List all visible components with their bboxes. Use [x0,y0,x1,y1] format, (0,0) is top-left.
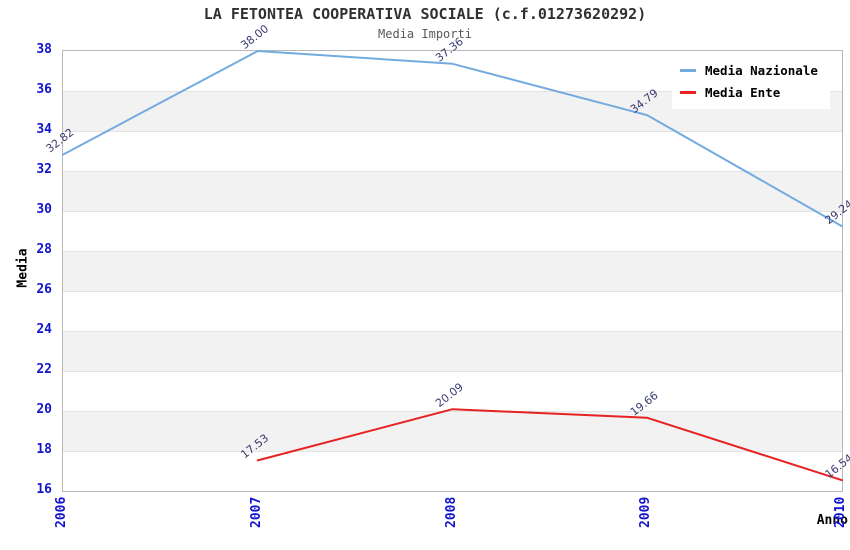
gridline [63,131,842,132]
plot-band [63,411,842,451]
data-point-label: 16.54 [823,451,850,481]
data-point-label: 17.53 [238,432,271,462]
x-tick-label: 2007 [248,496,264,528]
data-point-label: 34.79 [628,86,661,116]
gridline [63,171,842,172]
y-tick-label: 24 [36,322,52,337]
y-tick-label: 22 [36,362,52,377]
y-tick-label: 28 [36,242,52,257]
series-dash-icon [680,90,696,94]
gridline [63,371,842,372]
y-tick-label: 38 [36,42,52,57]
y-tick-label: 30 [36,202,52,217]
x-tick-label: 2009 [638,496,654,528]
y-tick-label: 32 [36,162,52,177]
y-tick-label: 26 [36,282,52,297]
y-tick-label: 36 [36,82,52,97]
data-point-label: 19.66 [628,389,661,419]
legend-item-media-nazionale: Media Nazionale [680,60,830,80]
y-tick-label: 20 [36,402,52,417]
y-tick-label: 16 [36,482,52,497]
gridline [63,411,842,412]
gridline [63,91,842,92]
x-tick-label: 2006 [54,496,69,528]
plot-band [63,171,842,211]
x-tick-label: 2008 [443,496,459,528]
legend-label: Media Ente [705,84,781,100]
gridline [63,291,842,292]
chart-title: LA FETONTEA COOPERATIVA SOCIALE (c.f.012… [203,5,647,23]
data-point-label: 20.09 [433,380,466,410]
series-line [256,408,843,482]
chart-subtitle: Media Importi [378,27,472,41]
plot-area: 32.82 38.00 37.36 34.79 29.24 17.53 20.09 19.66… [44,22,850,492]
legend-item-media-ente: Media Ente [680,82,830,102]
gridline [63,251,842,252]
y-tick-label: 34 [36,122,52,137]
series-line [62,50,843,228]
plot-band [63,251,842,291]
gridline [63,331,842,332]
legend: Media Nazionale Media Ente [672,55,830,109]
series-dash-icon [680,68,696,72]
plot-band [63,331,842,371]
x-tick-label: 2010 [833,496,848,528]
gridline [63,451,842,452]
y-tick-label: 18 [36,442,52,457]
legend-label: Media Nazionale [705,62,818,78]
x-axis-title: Anno [816,513,848,528]
gridline [63,211,842,212]
